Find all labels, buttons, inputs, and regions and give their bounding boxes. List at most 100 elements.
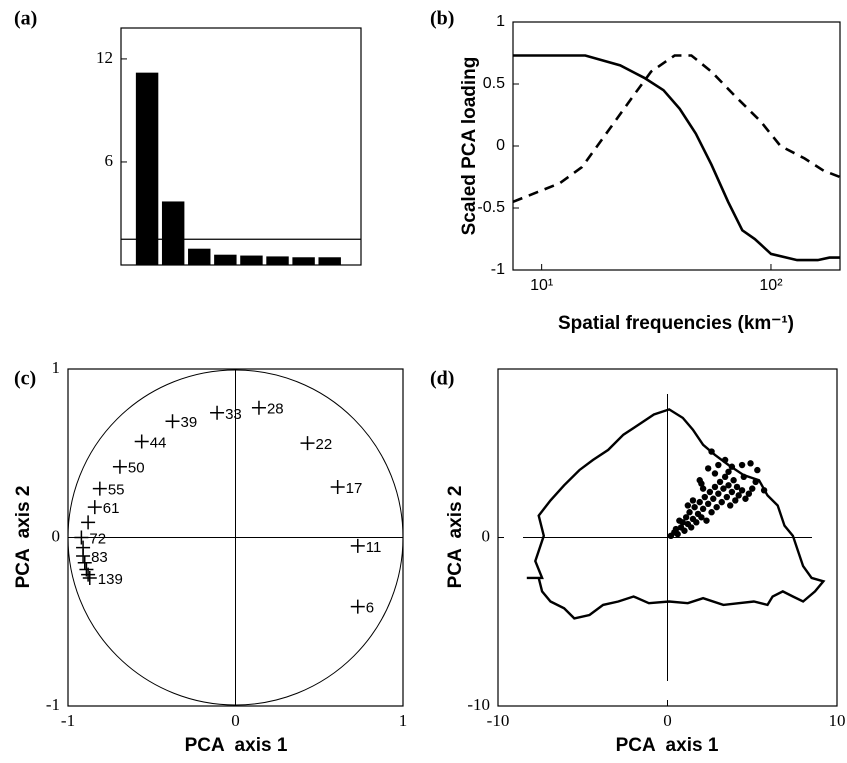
plot-frame xyxy=(120,27,362,266)
point xyxy=(112,459,127,474)
point xyxy=(728,463,736,470)
point xyxy=(693,519,700,526)
point xyxy=(134,434,149,449)
point-label: 39 xyxy=(181,414,198,431)
x-tick-label: 1 xyxy=(399,711,408,730)
bar xyxy=(318,257,341,265)
y-tick-label: 12 xyxy=(96,48,113,67)
point xyxy=(704,465,712,472)
x-tick-label: 10¹ xyxy=(530,277,553,294)
y-tick-label: 0 xyxy=(52,526,61,545)
bar xyxy=(214,254,237,265)
point xyxy=(686,509,693,516)
point xyxy=(92,481,107,496)
point-label: 44 xyxy=(150,434,167,451)
point xyxy=(735,492,742,499)
bar xyxy=(188,248,211,265)
y-tick-label: -1 xyxy=(46,695,60,714)
point xyxy=(699,505,707,513)
panel-label: (b) xyxy=(430,8,454,30)
point xyxy=(732,497,739,504)
x-axis-label: PCA axis 1 xyxy=(616,735,719,756)
x-tick-label: -10 xyxy=(487,711,510,730)
point xyxy=(721,473,729,481)
point xyxy=(76,549,91,564)
point xyxy=(672,525,680,533)
point-label: 33 xyxy=(225,406,242,423)
point xyxy=(77,555,92,570)
point-label: 139 xyxy=(98,571,123,588)
bar xyxy=(135,72,159,265)
bar xyxy=(240,255,263,265)
bar xyxy=(161,201,185,265)
line-series xyxy=(513,54,840,262)
point xyxy=(754,466,761,474)
point xyxy=(703,517,710,524)
point xyxy=(730,477,737,484)
point-label: 6 xyxy=(366,600,374,617)
point xyxy=(721,456,729,464)
y-tick-label: 1 xyxy=(496,13,505,30)
point xyxy=(74,530,89,545)
point xyxy=(689,497,697,504)
point xyxy=(699,485,707,492)
y-tick-label: 1 xyxy=(52,358,61,377)
point xyxy=(725,468,732,475)
point xyxy=(725,482,732,489)
point xyxy=(350,538,365,553)
y-tick-label: 0 xyxy=(482,526,491,545)
point xyxy=(698,514,705,521)
point xyxy=(718,498,725,506)
point xyxy=(728,488,736,496)
x-tick-label: -1 xyxy=(61,711,75,730)
point xyxy=(330,479,345,494)
x-tick-label: 0 xyxy=(231,711,240,730)
point xyxy=(350,599,365,614)
point xyxy=(752,478,759,486)
point xyxy=(760,487,768,494)
point xyxy=(684,502,692,509)
point xyxy=(682,514,690,521)
point xyxy=(720,485,727,492)
panel-label: (a) xyxy=(14,8,37,30)
plot-frame xyxy=(67,368,404,707)
y-axis-label: PCA axis 2 xyxy=(445,486,466,589)
point xyxy=(706,488,714,496)
point-label: 17 xyxy=(346,480,363,497)
point xyxy=(723,493,731,501)
point xyxy=(747,460,754,467)
point xyxy=(738,461,746,469)
point-label: 11 xyxy=(366,539,382,556)
point xyxy=(716,478,724,486)
point xyxy=(708,509,715,516)
point xyxy=(708,448,715,455)
y-tick-label: 0.5 xyxy=(483,75,505,92)
panel-label: (d) xyxy=(430,368,454,390)
point xyxy=(704,500,712,507)
point xyxy=(715,490,722,497)
point xyxy=(676,517,683,524)
point xyxy=(81,567,96,582)
point xyxy=(81,515,96,530)
point xyxy=(733,483,741,491)
x-tick-label: 0 xyxy=(663,711,672,730)
point xyxy=(82,570,97,585)
x-axis-label: Spatial frequencies (km⁻¹) xyxy=(558,313,794,334)
point xyxy=(711,470,719,477)
point-label: 55 xyxy=(108,482,125,499)
point-label: 72 xyxy=(89,530,106,547)
point xyxy=(715,461,722,469)
y-axis-label: PCA axis 2 xyxy=(13,486,34,589)
point xyxy=(251,400,266,415)
outline xyxy=(526,408,826,620)
point-label: 83 xyxy=(91,549,108,566)
point xyxy=(713,503,720,511)
bar xyxy=(292,257,315,265)
point xyxy=(711,483,719,491)
point xyxy=(742,495,749,502)
y-tick-label: -0.5 xyxy=(477,199,505,216)
point xyxy=(300,436,315,451)
x-tick-label: 10 xyxy=(829,711,846,730)
x-tick-label: 10² xyxy=(759,277,783,294)
